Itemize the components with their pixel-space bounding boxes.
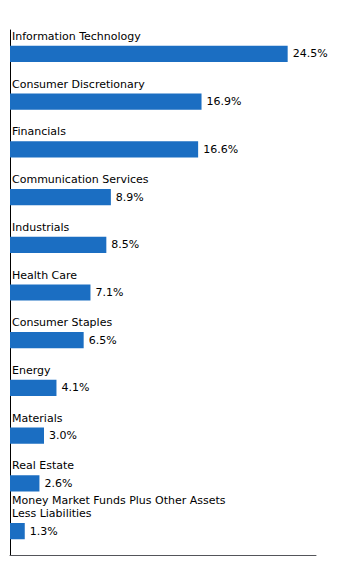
- svg-text:Real Estate: Real Estate: [12, 459, 74, 472]
- svg-text:Less Liabilities: Less Liabilities: [12, 507, 92, 520]
- svg-text:4.1%: 4.1%: [61, 381, 89, 394]
- svg-text:Financials: Financials: [12, 125, 66, 138]
- svg-text:8.9%: 8.9%: [116, 191, 144, 204]
- svg-text:Consumer Discretionary: Consumer Discretionary: [12, 78, 145, 91]
- svg-text:8.5%: 8.5%: [111, 238, 139, 251]
- svg-text:7.1%: 7.1%: [95, 286, 123, 299]
- svg-text:16.9%: 16.9%: [207, 95, 242, 108]
- svg-text:Health Care: Health Care: [12, 269, 77, 282]
- svg-text:Energy: Energy: [12, 364, 51, 377]
- svg-text:3.0%: 3.0%: [49, 429, 77, 442]
- svg-text:Information Technology: Information Technology: [12, 30, 141, 43]
- svg-text:2.6%: 2.6%: [44, 477, 72, 490]
- svg-text:Materials: Materials: [12, 412, 63, 425]
- svg-text:16.6%: 16.6%: [203, 143, 238, 156]
- svg-text:1.3%: 1.3%: [30, 525, 58, 538]
- svg-text:6.5%: 6.5%: [89, 334, 117, 347]
- svg-text:Industrials: Industrials: [12, 221, 70, 234]
- svg-text:Communication Services: Communication Services: [12, 173, 149, 186]
- svg-text:24.5%: 24.5%: [293, 47, 328, 60]
- svg-text:Money Market Funds Plus Other: Money Market Funds Plus Other Assets: [12, 494, 226, 507]
- svg-text:Consumer Staples: Consumer Staples: [12, 316, 112, 329]
